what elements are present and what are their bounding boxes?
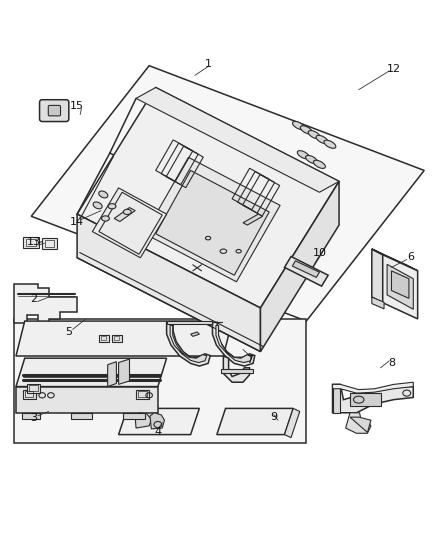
Text: 13: 13 (26, 238, 40, 247)
Ellipse shape (93, 202, 102, 209)
Text: 10: 10 (312, 248, 326, 259)
Bar (29, 385, 38, 391)
Text: 15: 15 (70, 101, 84, 111)
FancyBboxPatch shape (48, 106, 60, 116)
Bar (22, 390, 35, 399)
Bar (42, 238, 57, 249)
Polygon shape (150, 413, 164, 429)
Text: 2: 2 (30, 294, 37, 304)
Text: 8: 8 (388, 358, 395, 368)
Bar (26, 239, 35, 246)
Bar (136, 390, 149, 399)
Polygon shape (261, 181, 339, 352)
Polygon shape (108, 362, 117, 386)
Ellipse shape (300, 126, 312, 134)
Polygon shape (16, 321, 232, 356)
Bar (25, 391, 33, 398)
Polygon shape (212, 322, 255, 366)
Ellipse shape (306, 156, 318, 164)
Polygon shape (350, 417, 371, 432)
Polygon shape (332, 384, 340, 413)
Polygon shape (285, 256, 328, 286)
Polygon shape (332, 382, 413, 393)
Bar (99, 335, 109, 342)
Ellipse shape (324, 140, 336, 148)
Bar (45, 240, 54, 247)
Polygon shape (285, 408, 300, 438)
Polygon shape (216, 326, 251, 362)
Polygon shape (16, 386, 158, 413)
Text: 7: 7 (246, 356, 253, 365)
Text: 1: 1 (205, 59, 212, 69)
Polygon shape (77, 214, 261, 352)
Polygon shape (217, 408, 293, 434)
Ellipse shape (316, 135, 328, 143)
Polygon shape (31, 66, 424, 321)
Text: 6: 6 (408, 252, 415, 262)
Polygon shape (119, 359, 130, 384)
Polygon shape (332, 384, 413, 413)
Polygon shape (71, 413, 92, 419)
Ellipse shape (297, 151, 309, 159)
Bar (27, 384, 40, 393)
Polygon shape (92, 188, 166, 258)
Polygon shape (21, 413, 40, 419)
Polygon shape (123, 413, 145, 419)
Polygon shape (346, 413, 371, 433)
Ellipse shape (293, 122, 304, 130)
Polygon shape (221, 369, 253, 374)
Text: 3: 3 (30, 414, 37, 423)
Text: 4: 4 (154, 426, 162, 437)
Polygon shape (392, 271, 409, 298)
Ellipse shape (124, 209, 131, 215)
FancyBboxPatch shape (39, 100, 69, 122)
Polygon shape (166, 322, 210, 366)
Bar (138, 391, 147, 398)
Polygon shape (223, 356, 250, 382)
Polygon shape (387, 264, 413, 309)
Polygon shape (135, 413, 151, 428)
Bar (114, 336, 120, 340)
Bar (112, 335, 122, 342)
Polygon shape (119, 408, 199, 434)
Polygon shape (372, 249, 383, 303)
Polygon shape (145, 157, 280, 282)
Polygon shape (14, 319, 306, 443)
Bar (23, 237, 39, 248)
Text: 12: 12 (387, 64, 401, 74)
Polygon shape (16, 358, 166, 386)
Text: 9: 9 (270, 412, 277, 422)
Ellipse shape (102, 216, 110, 221)
Polygon shape (136, 87, 339, 192)
Text: 14: 14 (70, 217, 84, 227)
Polygon shape (191, 332, 199, 336)
Polygon shape (243, 214, 263, 225)
Polygon shape (77, 87, 339, 308)
Polygon shape (155, 171, 269, 275)
Ellipse shape (314, 160, 325, 168)
Bar (101, 336, 106, 340)
Polygon shape (114, 207, 135, 222)
Polygon shape (350, 393, 381, 406)
Polygon shape (292, 261, 319, 277)
Polygon shape (14, 284, 77, 323)
Polygon shape (372, 249, 418, 271)
Polygon shape (166, 321, 212, 324)
Ellipse shape (108, 204, 116, 209)
Ellipse shape (99, 191, 108, 198)
Ellipse shape (308, 131, 320, 139)
Text: 5: 5 (65, 327, 72, 337)
Polygon shape (170, 326, 207, 362)
Polygon shape (383, 255, 418, 319)
Polygon shape (372, 297, 384, 309)
